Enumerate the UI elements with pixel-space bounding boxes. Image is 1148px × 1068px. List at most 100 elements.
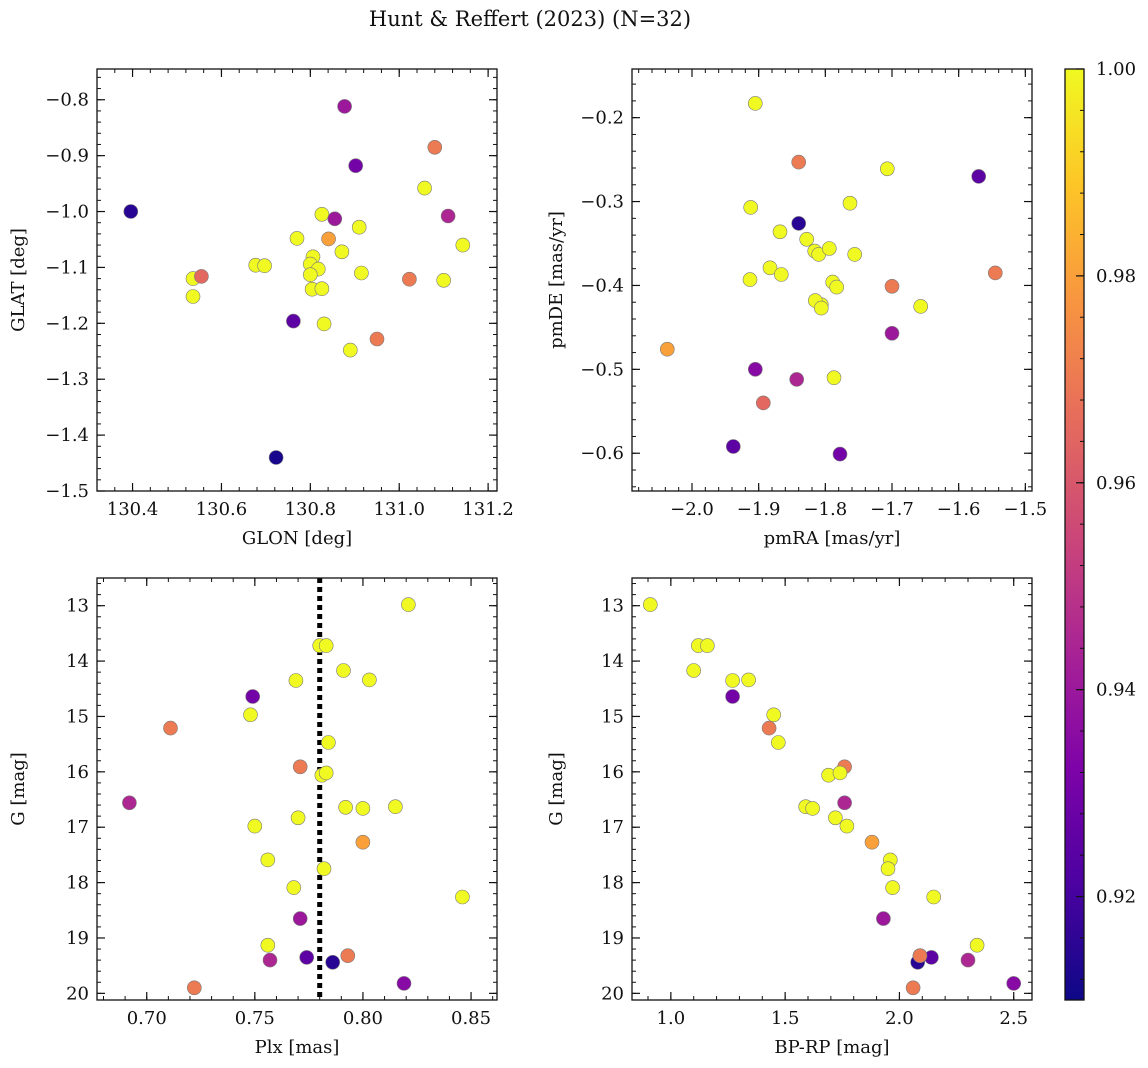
scatter-point	[742, 272, 758, 287]
scatter-point	[829, 279, 845, 295]
x-tick-label: 0.80	[343, 1008, 383, 1029]
scatter-point	[355, 801, 371, 816]
colorbar-tick-label: 0.94	[1096, 680, 1136, 701]
colorbar-tick-label: 0.92	[1096, 887, 1136, 908]
y-tick-label: 14	[66, 651, 89, 672]
scatter-point	[388, 799, 403, 815]
scatter-point	[321, 735, 336, 750]
x-tick-label: −2.0	[670, 499, 714, 520]
scatter-point	[354, 265, 369, 281]
scatter-point	[290, 810, 306, 826]
scatter-point	[318, 638, 334, 653]
panel-glon-glat: 130.4 130.6 130.8 131.0 131.2 −0.8 −0.9 −1.0 −1.…	[8, 68, 514, 549]
scatter-point	[122, 795, 137, 811]
scatter-point	[292, 759, 308, 775]
x-axis-label: BP-RP [mag]	[774, 1037, 889, 1058]
scatter-point	[642, 597, 658, 612]
scatter-point	[821, 241, 837, 256]
y-tick-label: −1.5	[45, 481, 89, 502]
x-tick-label: 130.8	[285, 499, 337, 520]
scatter-point	[325, 954, 341, 970]
x-axis-label: GLON [deg]	[242, 528, 352, 549]
figure-title: Hunt & Reffert (2023) (N=32)	[369, 7, 691, 31]
scatter-point	[842, 195, 858, 211]
y-axis-label: G [mag]	[8, 752, 29, 825]
x-axis-label: Plx [mas]	[255, 1037, 340, 1058]
panel-pmra-pmde: −2.0 −1.9 −1.8 −1.7 −1.6 −1.5 −0.2 −0.3 −0.4 −0.5…	[546, 68, 1047, 549]
y-tick-label: −0.4	[580, 275, 624, 296]
scatter-point	[969, 937, 985, 953]
scatter-point	[396, 976, 412, 991]
scatter-point	[455, 237, 471, 253]
scatter-point	[766, 707, 782, 723]
scatter-point	[805, 801, 820, 816]
y-tick-label: 17	[66, 817, 89, 838]
colorbar-gradient	[1065, 69, 1084, 1000]
scatter-point	[864, 834, 880, 850]
scatter-point	[791, 154, 807, 170]
scatter-point	[686, 663, 702, 678]
y-tick-label: 15	[601, 706, 624, 727]
scatter-point	[747, 96, 763, 111]
scatter-point	[185, 289, 201, 304]
panel-bprp-g: 1.0 1.5 2.0 2.5 13 14 15 16 17 18 19 20 BP-RP [mag] G…	[546, 577, 1033, 1058]
scatter-point	[837, 795, 852, 811]
y-axis-label: G [mag]	[546, 752, 567, 825]
y-tick-label: −0.2	[580, 108, 624, 129]
y-tick-label: −1.1	[45, 257, 89, 278]
scatter-point	[314, 207, 330, 222]
y-tick-label: 18	[66, 873, 89, 894]
y-axis-label: GLAT [deg]	[8, 228, 29, 332]
scatter-point	[440, 208, 456, 224]
x-tick-label: −1.7	[870, 499, 914, 520]
scatter-point	[327, 211, 343, 227]
scatter-point	[971, 169, 987, 184]
scatter-point	[417, 180, 432, 196]
y-tick-label: 20	[66, 983, 89, 1004]
y-tick-label: −1.2	[45, 313, 89, 334]
scatter-point	[194, 269, 209, 284]
x-tick-label: 130.6	[196, 499, 248, 520]
x-tick-label: 1.5	[771, 1008, 800, 1029]
panel-plx-g: 0.70 0.75 0.80 0.85 13 14 15 16 17 18 19 20 Plx [mas…	[8, 577, 498, 1058]
scatter-point	[289, 231, 305, 246]
scatter-point	[243, 707, 258, 723]
scatter-point	[880, 861, 896, 877]
colorbar-tick-label: 0.98	[1096, 266, 1136, 287]
x-tick-label: 0.85	[451, 1008, 491, 1029]
scatter-point	[369, 331, 385, 347]
x-tick-label: −1.9	[737, 499, 781, 520]
scatter-point	[762, 260, 778, 276]
scatter-point	[1006, 976, 1022, 991]
scatter-point	[725, 689, 740, 704]
scatter-point	[905, 980, 921, 996]
x-tick-label: 131.0	[373, 499, 425, 520]
y-tick-label: 15	[66, 706, 89, 727]
x-tick-label: 130.4	[107, 499, 159, 520]
scatter-point	[260, 937, 276, 953]
y-tick-label: 16	[66, 762, 89, 783]
scatter-point	[314, 281, 330, 297]
x-tick-label: −1.5	[1003, 499, 1047, 520]
scatter-point	[299, 950, 315, 965]
x-axis-label: pmRA [mas/yr]	[764, 528, 901, 549]
scatter-point	[336, 663, 351, 678]
scatter-point	[773, 267, 789, 282]
scatter-point	[338, 799, 353, 815]
y-tick-label: 14	[601, 651, 624, 672]
scatter-point	[262, 952, 278, 968]
scatter-point	[741, 672, 756, 688]
x-tick-label: −1.8	[803, 499, 847, 520]
scatter-point	[761, 720, 777, 736]
x-tick-label: 1.0	[657, 1008, 686, 1029]
y-tick-label: −0.8	[45, 90, 89, 111]
scatter-point	[747, 361, 763, 377]
scatter-point	[789, 372, 805, 387]
y-tick-label: 16	[601, 762, 624, 783]
scatter-point	[847, 247, 863, 262]
y-tick-label: −0.9	[45, 146, 89, 167]
y-tick-label: 19	[66, 928, 89, 949]
y-tick-label: −0.5	[580, 359, 624, 380]
y-tick-label: 13	[66, 596, 89, 617]
axes-frame	[96, 577, 498, 1001]
